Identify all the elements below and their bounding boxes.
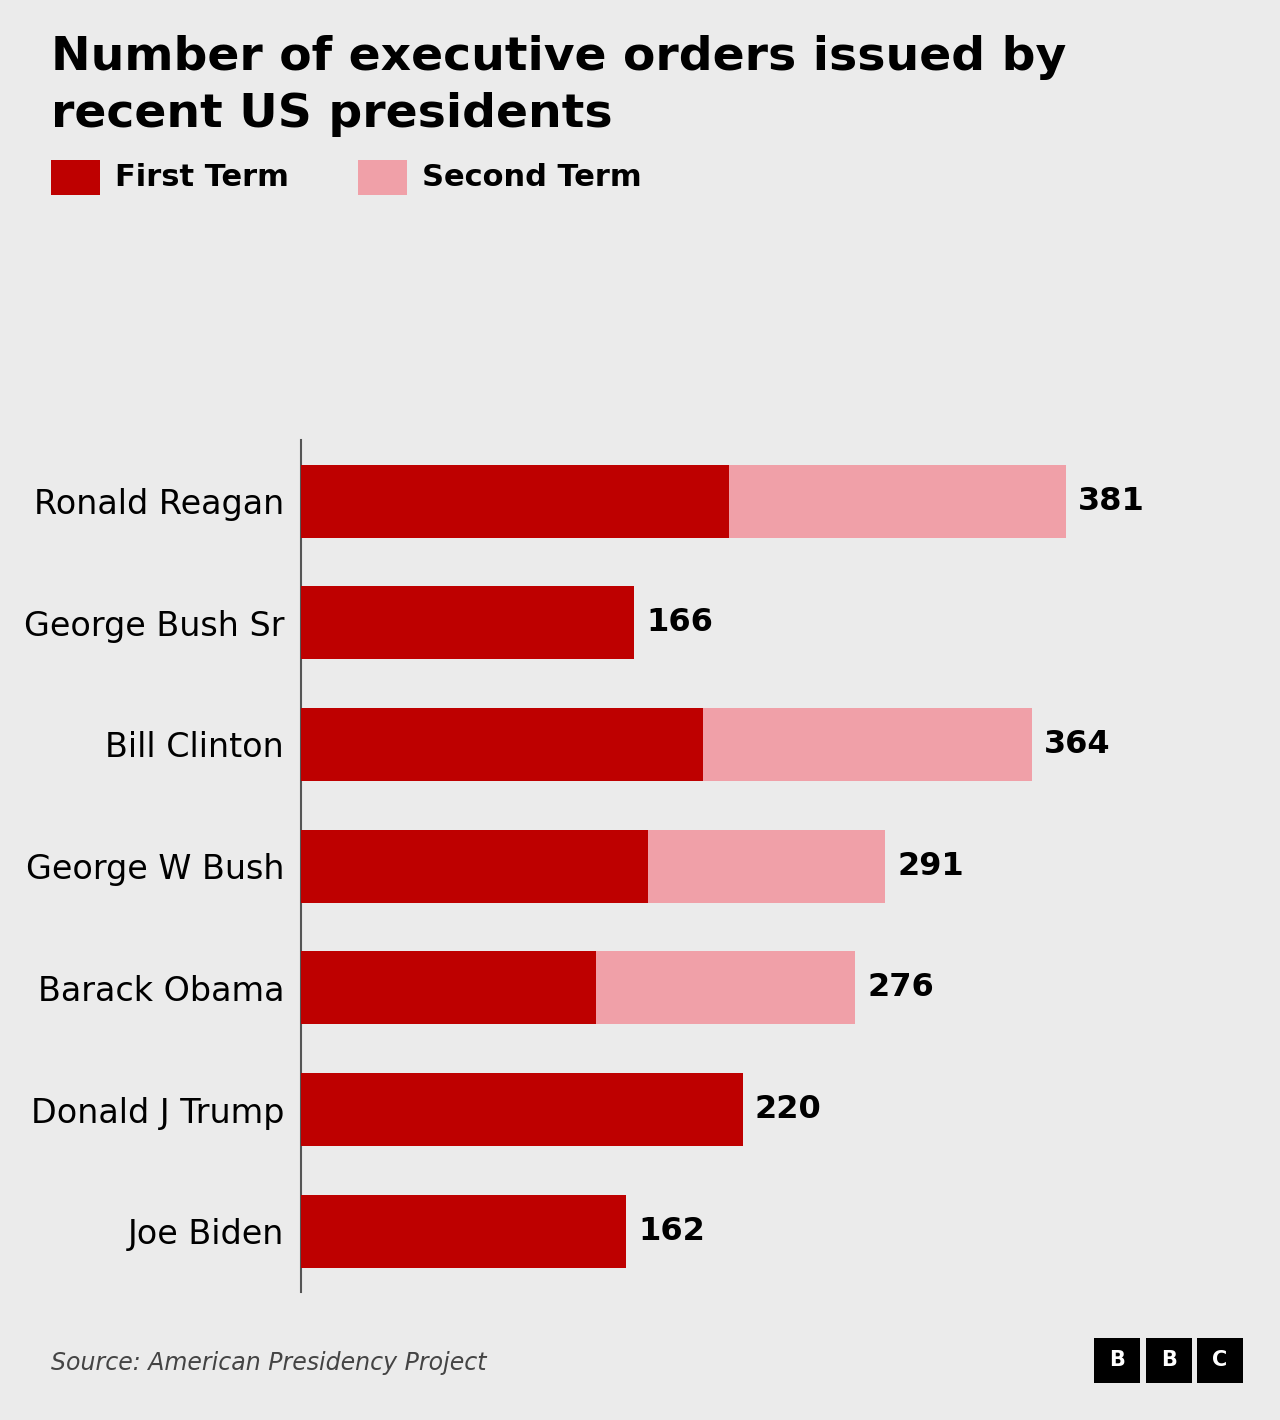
Text: 381: 381: [1078, 486, 1146, 517]
Text: B: B: [1110, 1350, 1125, 1370]
Text: C: C: [1212, 1350, 1228, 1370]
Bar: [301, 951, 855, 1024]
Text: Second Term: Second Term: [422, 163, 643, 192]
Text: First Term: First Term: [115, 163, 289, 192]
Bar: [301, 709, 703, 781]
Text: Number of executive orders issued by: Number of executive orders issued by: [51, 36, 1066, 81]
Text: recent US presidents: recent US presidents: [51, 92, 613, 138]
Bar: [301, 464, 1066, 538]
Bar: [301, 829, 886, 903]
Bar: [301, 829, 649, 903]
Text: Source: American Presidency Project: Source: American Presidency Project: [51, 1352, 486, 1375]
Bar: [301, 464, 728, 538]
Text: 166: 166: [646, 608, 713, 638]
Bar: [301, 1194, 626, 1268]
Bar: [301, 709, 1032, 781]
Text: 162: 162: [639, 1216, 705, 1247]
Text: B: B: [1161, 1350, 1176, 1370]
Bar: [301, 1074, 742, 1146]
Bar: [301, 951, 596, 1024]
Text: 291: 291: [897, 851, 964, 882]
Text: 364: 364: [1044, 728, 1111, 760]
Text: 220: 220: [755, 1095, 822, 1125]
Bar: [301, 586, 635, 659]
Text: 276: 276: [868, 973, 934, 1004]
